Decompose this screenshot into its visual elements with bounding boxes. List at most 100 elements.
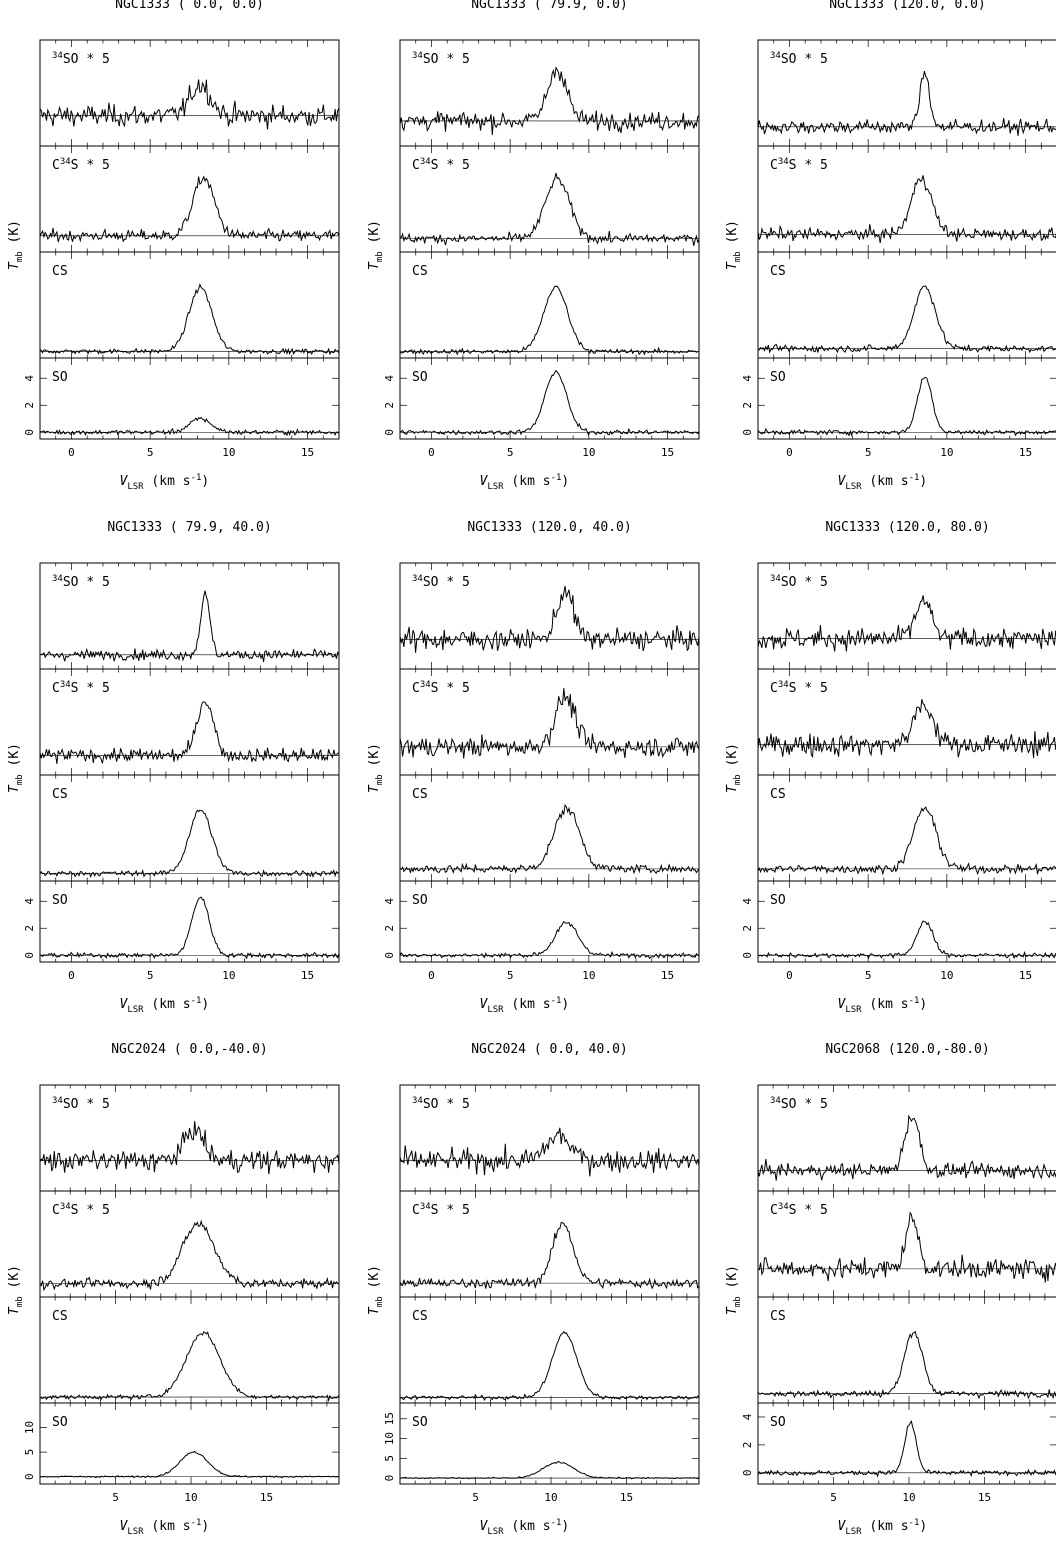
subpanel-frame-CS xyxy=(40,252,339,358)
spectrum-34SO xyxy=(758,595,1056,651)
subpanel-frame-CS xyxy=(758,252,1056,358)
x-axis-label: VLSR (km s-1) xyxy=(480,473,570,492)
x-tick-label: 10 xyxy=(184,1491,197,1504)
spectrum-C34S xyxy=(40,702,339,764)
transition-label-CS: CS xyxy=(770,264,786,279)
transition-label-SO: SO xyxy=(52,370,68,385)
transition-label-SO: SO xyxy=(770,893,786,908)
y-tick-label: 0 xyxy=(23,1473,36,1480)
x-tick-label: 15 xyxy=(260,1491,273,1504)
x-tick-label: 0 xyxy=(786,446,793,459)
spectrum-34SO xyxy=(40,80,339,130)
transition-label-SO: SO xyxy=(412,893,428,908)
transition-label-SO: SO xyxy=(52,893,68,908)
x-tick-label: 0 xyxy=(428,446,435,459)
spectrum-C34S xyxy=(758,1213,1056,1283)
spectrum-C34S xyxy=(758,699,1056,758)
y-tick-label: 0 xyxy=(741,952,754,959)
transition-label-C34S: C34S * 5 xyxy=(412,157,470,173)
panel-title: NGC2024 ( 0.0,-40.0) xyxy=(111,1042,268,1057)
x-tick-label: 5 xyxy=(112,1491,119,1504)
transition-label-CS: CS xyxy=(770,1309,786,1324)
y-tick-label: 10 xyxy=(383,1432,396,1445)
spectrum-CS xyxy=(40,1332,339,1401)
transition-label-34SO: 34SO * 5 xyxy=(412,574,470,590)
spectrum-34SO xyxy=(758,1116,1056,1180)
spectrum-SO xyxy=(758,1421,1056,1476)
panel-0: NGC1333 ( 0.0, 0.0) 34SO * 5 C34S * 5 CS 0 2 4… xyxy=(7,0,339,492)
panel-4: NGC1333 (120.0, 40.0) 34SO * 5 C34S * 5 CS 0… xyxy=(367,520,699,1015)
subpanel-frame-CS xyxy=(758,775,1056,881)
x-tick-label: 5 xyxy=(507,969,514,982)
y-tick-label: 0 xyxy=(383,1475,396,1482)
y-axis-label: Tmb (K) xyxy=(725,220,743,270)
subpanel-frame-CS xyxy=(400,252,699,358)
y-axis-label: Tmb (K) xyxy=(367,1265,385,1315)
y-tick-label: 4 xyxy=(741,1413,754,1420)
panel-6: NGC2024 ( 0.0,-40.0) 34SO * 5 C34S * 5 CS 0 5… xyxy=(7,1042,339,1537)
spectrum-C34S xyxy=(40,1221,339,1289)
panel-title: NGC1333 (120.0, 40.0) xyxy=(467,520,631,535)
x-axis-label: VLSR (km s-1) xyxy=(120,1518,210,1537)
subpanel-frame-SO xyxy=(40,358,339,439)
y-tick-label: 0 xyxy=(23,429,36,436)
transition-label-CS: CS xyxy=(770,787,786,802)
y-tick-label: 4 xyxy=(741,375,754,382)
transition-label-SO: SO xyxy=(770,370,786,385)
y-tick-label: 2 xyxy=(23,402,36,409)
y-axis-label: Tmb (K) xyxy=(7,1265,25,1315)
panel-title: NGC2024 ( 0.0, 40.0) xyxy=(471,1042,628,1057)
figure-grid: NGC1333 ( 0.0, 0.0) 34SO * 5 C34S * 5 CS 0 2 4… xyxy=(0,0,1056,1557)
subpanel-frame-SO xyxy=(400,358,699,439)
x-tick-label: 15 xyxy=(661,446,674,459)
spectrum-C34S xyxy=(40,177,339,242)
x-tick-label: 0 xyxy=(68,446,75,459)
transition-label-SO: SO xyxy=(412,1415,428,1430)
transition-label-C34S: C34S * 5 xyxy=(770,1202,828,1218)
transition-label-34SO: 34SO * 5 xyxy=(770,1096,828,1112)
subpanel-frame-SO xyxy=(400,881,699,962)
y-axis-label: Tmb (K) xyxy=(7,220,25,270)
subpanel-frame-SO xyxy=(40,881,339,962)
y-axis-label: Tmb (K) xyxy=(367,220,385,270)
y-tick-label: 0 xyxy=(383,429,396,436)
subpanel-frame-CS xyxy=(40,1297,339,1403)
spectrum-CS xyxy=(400,286,699,354)
x-tick-label: 5 xyxy=(147,446,154,459)
x-axis-label: VLSR (km s-1) xyxy=(480,996,570,1015)
y-tick-label: 2 xyxy=(383,925,396,932)
x-tick-label: 5 xyxy=(830,1491,837,1504)
spectrum-C34S xyxy=(400,173,699,246)
x-axis-label: VLSR (km s-1) xyxy=(838,1518,928,1537)
spectrum-CS xyxy=(400,805,699,873)
transition-label-SO: SO xyxy=(52,1415,68,1430)
transition-label-34SO: 34SO * 5 xyxy=(770,51,828,67)
transition-label-C34S: C34S * 5 xyxy=(770,680,828,696)
spectrum-34SO xyxy=(758,71,1056,136)
subpanel-frame-CS xyxy=(400,1297,699,1403)
spectrum-34SO xyxy=(400,1128,699,1177)
x-tick-label: 15 xyxy=(1019,446,1032,459)
x-tick-label: 5 xyxy=(472,1491,479,1504)
y-tick-label: 4 xyxy=(741,898,754,905)
transition-label-34SO: 34SO * 5 xyxy=(52,574,110,590)
x-tick-label: 15 xyxy=(620,1491,633,1504)
y-tick-label: 2 xyxy=(23,925,36,932)
panel-7: NGC2024 ( 0.0, 40.0) 34SO * 5 C34S * 5 CS 0 5… xyxy=(367,1042,699,1537)
x-tick-label: 10 xyxy=(940,969,953,982)
transition-label-C34S: C34S * 5 xyxy=(52,157,110,173)
y-tick-label: 10 xyxy=(23,1421,36,1434)
y-axis-label: Tmb (K) xyxy=(725,743,743,793)
x-tick-label: 15 xyxy=(978,1491,991,1504)
transition-label-34SO: 34SO * 5 xyxy=(412,51,470,67)
x-tick-label: 15 xyxy=(661,969,674,982)
spectrum-CS xyxy=(40,810,339,877)
spectrum-34SO xyxy=(40,1121,339,1174)
spectrum-CS xyxy=(400,1332,699,1400)
x-tick-label: 0 xyxy=(786,969,793,982)
transition-label-34SO: 34SO * 5 xyxy=(52,51,110,67)
y-axis-label: Tmb (K) xyxy=(367,743,385,793)
transition-label-CS: CS xyxy=(412,1309,428,1324)
y-tick-label: 0 xyxy=(23,952,36,959)
x-tick-label: 15 xyxy=(1019,969,1032,982)
